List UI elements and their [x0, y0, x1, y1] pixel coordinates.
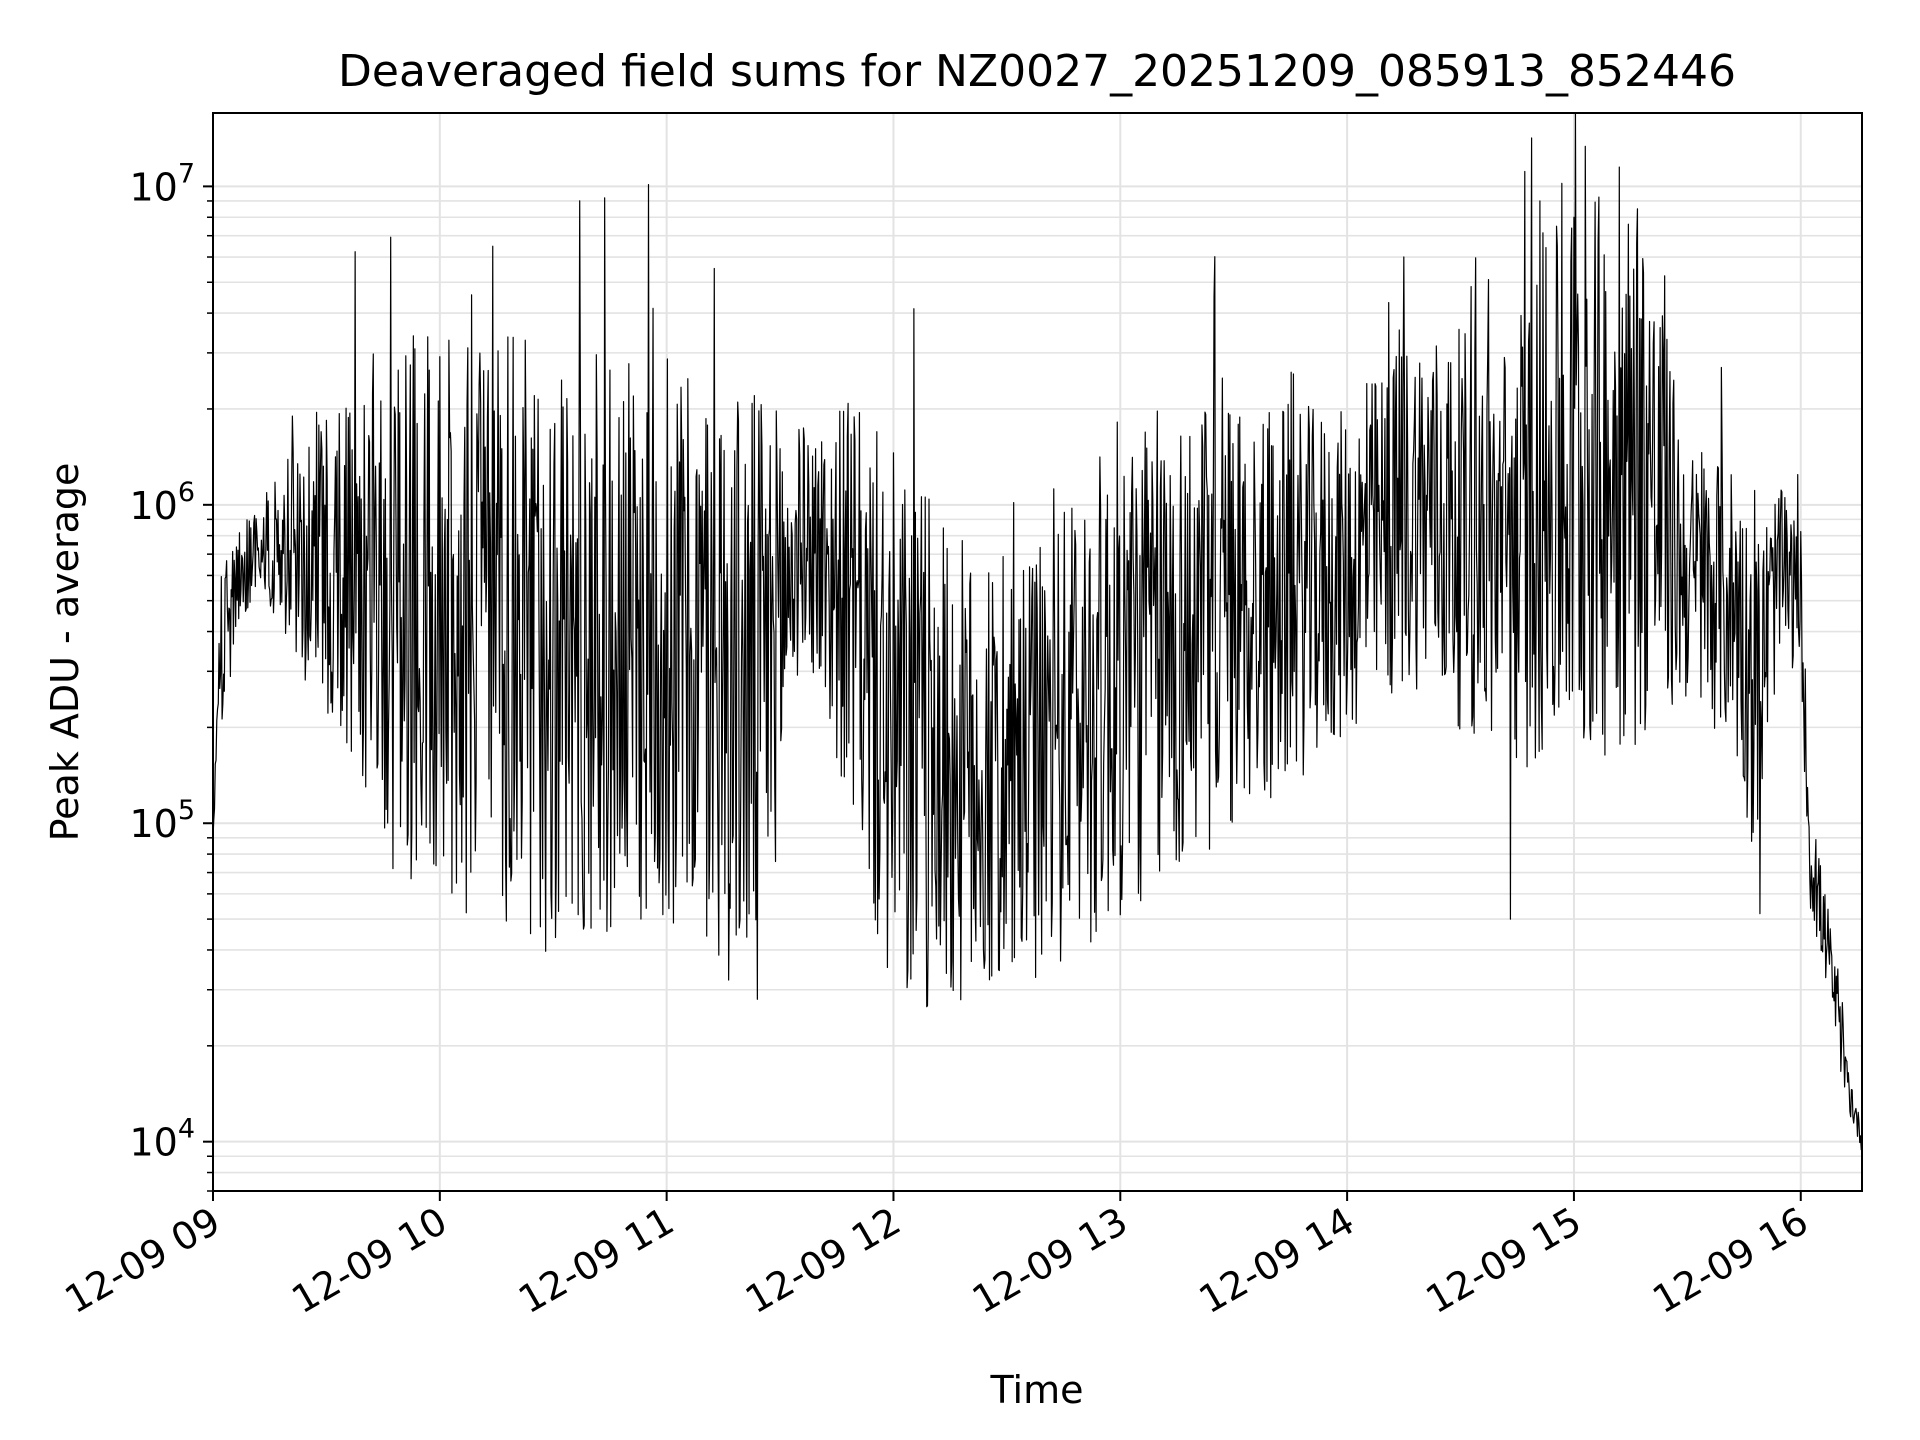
x-axis-label: Time: [990, 1368, 1084, 1412]
y-axis-label: Peak ADU - average: [43, 463, 87, 842]
series-line: [212, 112, 1863, 1151]
chart-title: Deaveraged field sums for NZ0027_2025120…: [338, 46, 1736, 97]
y-tick-label: 107: [129, 158, 195, 209]
y-tick-label: 104: [129, 1114, 195, 1165]
y-tick-label: 106: [129, 477, 195, 528]
grid-lines: [212, 113, 1862, 1192]
y-tick-label: 105: [129, 795, 195, 846]
plot-frame: [212, 112, 1863, 1192]
data-layer: [212, 112, 1863, 1151]
